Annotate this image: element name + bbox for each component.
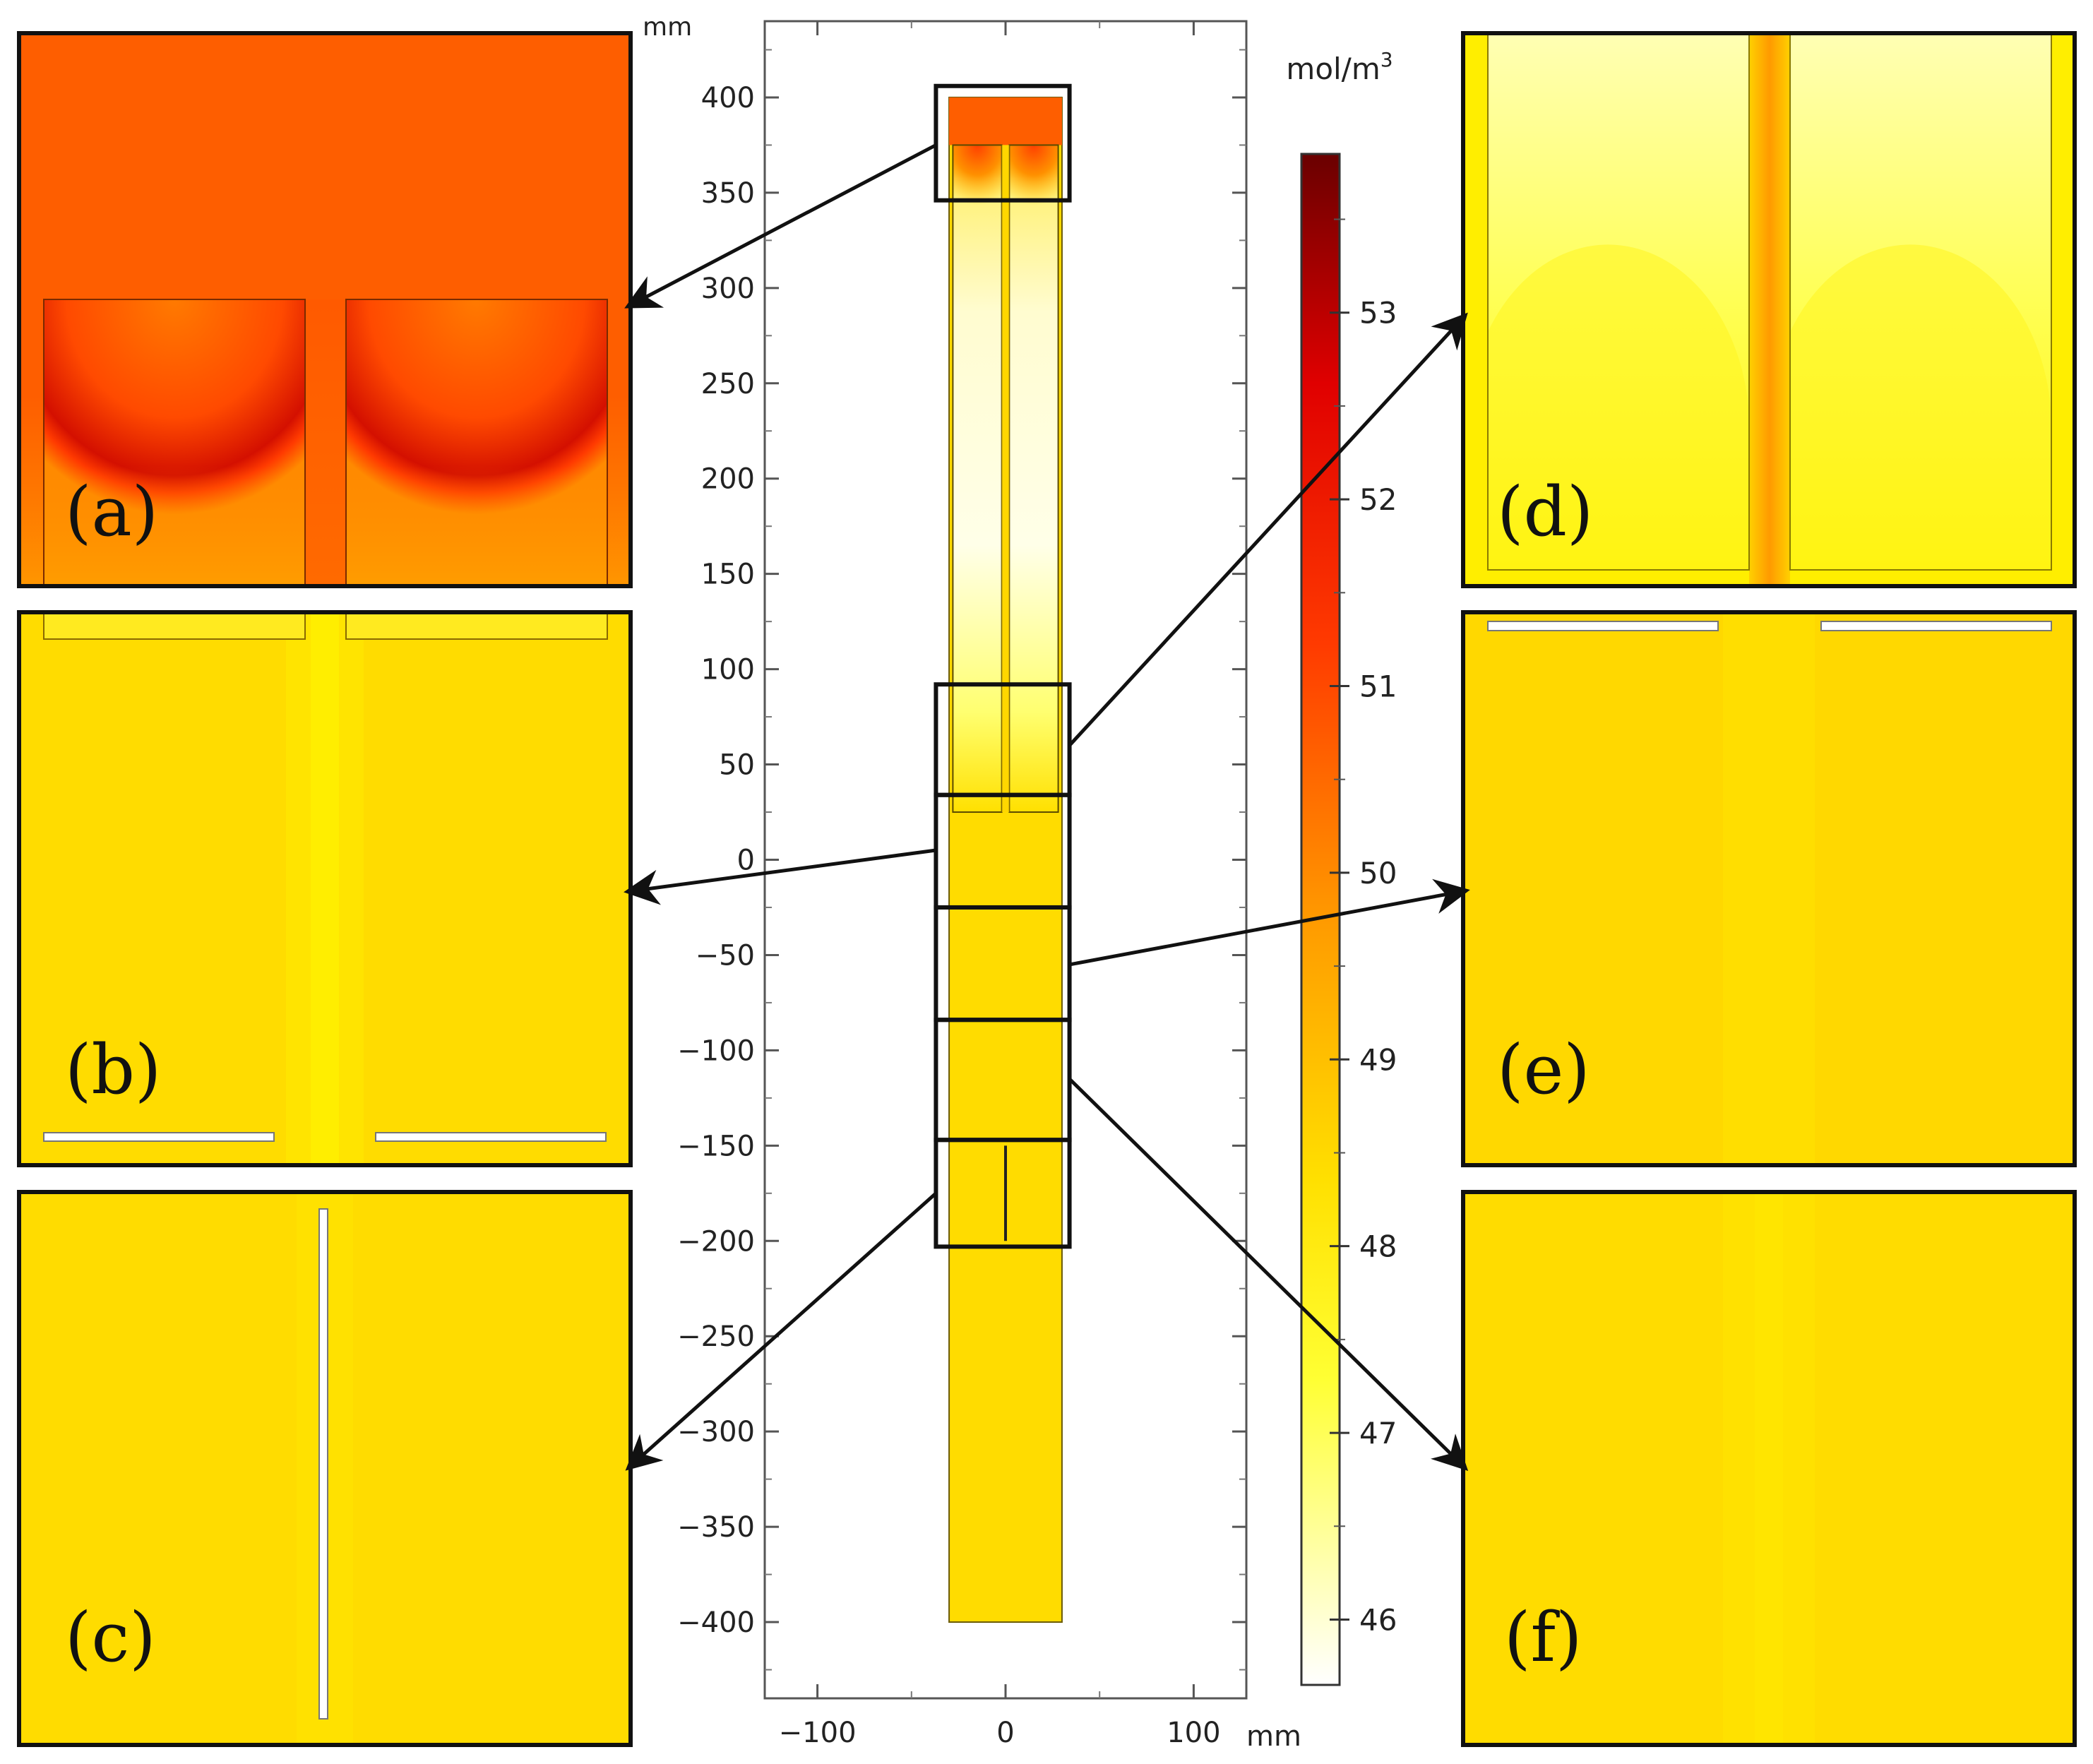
colorbar-tick-label: 49	[1359, 1042, 1397, 1077]
y-tick-label: 0	[737, 845, 755, 877]
y-axis-ticks: 400 350 300 250 200 150 100 50 0 −50 −100 −150 −200 −…	[677, 49, 1246, 1671]
y-tick-label: 400	[701, 82, 755, 114]
colorbar-tick-label: 46	[1359, 1602, 1397, 1637]
y-tick-label: 200	[701, 463, 755, 496]
y-tick-label: −300	[677, 1416, 755, 1448]
y-tick-label: 300	[701, 273, 755, 305]
colorbar-tick-label: 53	[1359, 296, 1397, 330]
colorbar-unit-text: mol/m	[1286, 52, 1380, 86]
colorbar-tick-label: 51	[1359, 669, 1397, 704]
y-tick-label: −100	[677, 1035, 755, 1067]
panel-label-d: (d)	[1497, 472, 1593, 552]
x-tick-label: 100	[1167, 1717, 1220, 1749]
internal-channel	[1009, 145, 1059, 813]
callout-arrow	[625, 1191, 938, 1471]
y-tick-label: −350	[677, 1511, 755, 1544]
x-tick-label: 0	[996, 1717, 1014, 1749]
column-head	[949, 97, 1062, 145]
colorbar-tick-label: 48	[1359, 1229, 1397, 1264]
callout-arrow	[624, 848, 936, 905]
panel-e: (e)	[1461, 610, 2077, 1167]
internal-channel	[953, 145, 1002, 813]
y-tick-label: 150	[701, 559, 755, 591]
y-tick-label: 100	[701, 654, 755, 686]
colorbar: 53 52 51 50 49 48 47 46 mol/m3	[1286, 48, 1397, 1686]
colorbar-tick-label: 52	[1359, 482, 1397, 517]
panel-b: (b)	[17, 610, 633, 1167]
main-plot: 400350300250200150100500−50−100−150−200−…	[643, 13, 1301, 1753]
channel-top-gradient	[953, 145, 1002, 205]
panel-label-a: (a)	[65, 472, 158, 552]
callout-arrow	[1068, 312, 1468, 747]
panel-label-b: (b)	[65, 1030, 161, 1109]
y-tick-label: −150	[677, 1130, 755, 1162]
column	[948, 96, 1063, 1623]
y-tick-label: 250	[701, 368, 755, 400]
y-tick-label: −200	[677, 1225, 755, 1258]
panel-f: (f)	[1461, 1190, 2077, 1747]
panel-label-f: (f)	[1504, 1598, 1582, 1677]
panel-d: (d)	[1461, 31, 2077, 588]
y-tick-label: 50	[719, 749, 755, 782]
y-axis-unit: mm	[643, 13, 692, 42]
y-tick-label: −250	[677, 1321, 755, 1353]
y-tick-label: 350	[701, 177, 755, 210]
zoom-box	[934, 83, 1072, 203]
callout-arrows	[624, 143, 1470, 1472]
panel-a: (a)	[17, 31, 633, 588]
x-axis-unit: mm	[1246, 1720, 1301, 1753]
x-axis-ticks: −100 0 100	[779, 21, 1221, 1749]
colorbar-ticks: 53 52 51 50 49 48 47 46	[1330, 218, 1397, 1637]
callout-arrow	[1069, 878, 1470, 967]
panel-c: (c)	[17, 1190, 633, 1747]
colorbar-unit: mol/m3	[1286, 48, 1393, 86]
y-tick-label: −50	[696, 939, 755, 972]
colorbar-tick-label: 50	[1359, 856, 1397, 890]
callout-arrow	[1068, 1078, 1469, 1472]
channel-gap	[1001, 145, 1010, 813]
y-tick-label: −400	[677, 1607, 755, 1639]
callout-arrow	[624, 143, 937, 309]
colorbar-unit-exponent: 3	[1381, 48, 1393, 71]
x-tick-label: −100	[779, 1717, 857, 1749]
panel-label-c: (c)	[65, 1598, 156, 1677]
panel-label-e: (e)	[1497, 1030, 1590, 1109]
channel-top-gradient	[1009, 145, 1059, 205]
colorbar-tick-label: 47	[1359, 1416, 1397, 1450]
